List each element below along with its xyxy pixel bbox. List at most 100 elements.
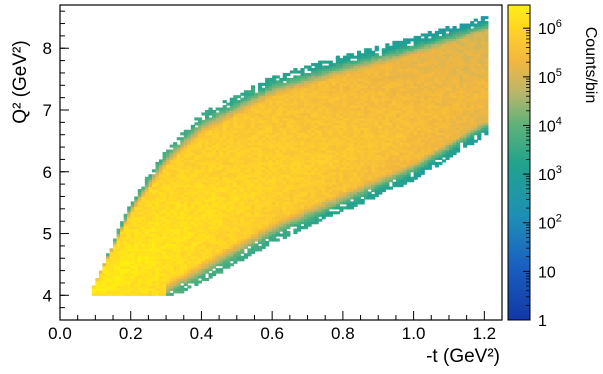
heatmap-bin <box>222 134 227 138</box>
heatmap-bin <box>303 164 309 168</box>
heatmap-bin <box>212 223 217 227</box>
heatmap-bin <box>342 107 348 111</box>
heatmap-bin <box>134 265 139 269</box>
heatmap-bin <box>250 208 256 212</box>
heatmap-bin <box>339 137 344 141</box>
heatmap-bin <box>215 117 220 121</box>
heatmap-bin <box>328 63 333 67</box>
heatmap-bin <box>364 82 369 86</box>
heatmap-bin <box>332 186 337 190</box>
heatmap-bin <box>346 70 351 74</box>
heatmap-bin <box>339 114 344 119</box>
heatmap-bin <box>289 191 294 195</box>
heatmap-bin <box>265 102 270 106</box>
heatmap-bin <box>159 270 164 274</box>
heatmap-bin <box>254 166 259 170</box>
heatmap-bin <box>159 169 164 173</box>
heatmap-bin <box>360 171 365 175</box>
heatmap-bin <box>201 166 206 170</box>
heatmap-bin <box>296 124 302 128</box>
heatmap-bin <box>215 263 220 267</box>
heatmap-bin <box>374 194 379 198</box>
heatmap-bin <box>339 119 344 123</box>
heatmap-bin <box>388 139 393 143</box>
heatmap-bin <box>194 127 199 131</box>
heatmap-bin <box>127 273 132 277</box>
heatmap-bin <box>311 171 316 175</box>
heatmap-bin <box>272 186 277 190</box>
heatmap-bin <box>197 206 203 210</box>
heatmap-bin <box>261 102 266 106</box>
heatmap-bin <box>360 189 365 193</box>
heatmap-bin <box>353 102 358 106</box>
heatmap-bin <box>406 169 411 173</box>
heatmap-bin <box>222 258 227 262</box>
heatmap-bin <box>378 60 383 64</box>
heatmap-bin <box>314 171 319 175</box>
heatmap-bin <box>346 201 351 205</box>
heatmap-bin <box>208 260 213 264</box>
heatmap-bin <box>102 263 107 267</box>
heatmap-bin <box>296 97 302 101</box>
heatmap-bin <box>392 169 397 173</box>
heatmap-bin <box>229 213 234 217</box>
heatmap-bin <box>190 176 195 180</box>
heatmap-bin <box>349 105 355 109</box>
heatmap-bin <box>194 132 199 136</box>
heatmap-bin <box>314 132 319 136</box>
heatmap-bin <box>226 149 231 153</box>
heatmap-bin <box>197 223 203 227</box>
heatmap-bin <box>250 221 256 225</box>
heatmap-bin <box>162 250 167 254</box>
heatmap-bin <box>141 218 146 222</box>
heatmap-bin <box>229 112 234 116</box>
heatmap-bin <box>275 90 280 94</box>
heatmap-bin <box>286 184 291 188</box>
heatmap-bin <box>243 122 249 126</box>
heatmap-bin <box>229 159 234 163</box>
heatmap-bin <box>296 129 302 133</box>
heatmap-bin <box>311 156 316 161</box>
heatmap-bin <box>187 260 192 264</box>
heatmap-bin <box>176 245 181 249</box>
heatmap-bin <box>307 159 312 163</box>
heatmap-bin <box>335 90 340 94</box>
heatmap-bin <box>307 102 312 106</box>
heatmap-bin <box>371 55 376 59</box>
heatmap-bin <box>187 248 192 252</box>
heatmap-bin <box>289 142 294 146</box>
heatmap-bin <box>187 159 192 163</box>
heatmap-bin <box>261 107 266 111</box>
heatmap-bin <box>187 134 192 138</box>
heatmap-bin <box>144 201 149 205</box>
heatmap-bin <box>381 82 386 86</box>
heatmap-bin <box>268 223 273 227</box>
heatmap-bin <box>226 213 231 217</box>
heatmap-bin <box>293 102 298 106</box>
heatmap-bin <box>367 53 372 57</box>
heatmap-bin <box>286 213 291 217</box>
heatmap-bin <box>166 218 171 222</box>
heatmap-bin <box>197 240 203 245</box>
heatmap-bin <box>169 213 174 217</box>
heatmap-bin <box>325 105 330 109</box>
heatmap-bin <box>229 203 234 207</box>
heatmap-bin <box>289 186 294 190</box>
heatmap-bin <box>130 211 135 215</box>
heatmap-bin <box>357 92 362 96</box>
heatmap-bin <box>311 198 316 203</box>
heatmap-bin <box>151 174 157 178</box>
heatmap-bin <box>187 189 192 193</box>
heatmap-bin <box>279 186 284 190</box>
heatmap-bin <box>265 97 270 101</box>
heatmap-bin <box>360 152 365 156</box>
heatmap-bin <box>166 152 171 156</box>
heatmap-bin <box>180 184 185 188</box>
heatmap-bin <box>226 260 231 264</box>
heatmap-bin <box>187 154 192 158</box>
heatmap-bin <box>388 156 393 161</box>
heatmap-bin <box>272 87 277 91</box>
heatmap-bin <box>166 179 171 183</box>
heatmap-bin <box>212 194 217 198</box>
heatmap-bin <box>215 255 220 259</box>
